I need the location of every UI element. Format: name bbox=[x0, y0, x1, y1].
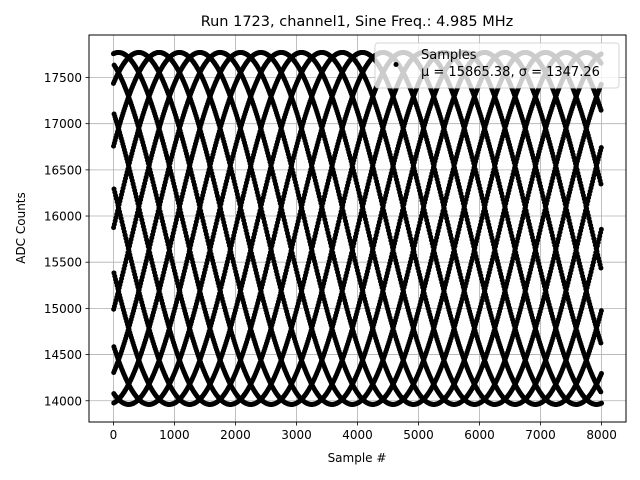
data-points bbox=[110, 49, 605, 407]
chart-title: Run 1723, channel1, Sine Freq.: 4.985 MH… bbox=[201, 14, 514, 30]
